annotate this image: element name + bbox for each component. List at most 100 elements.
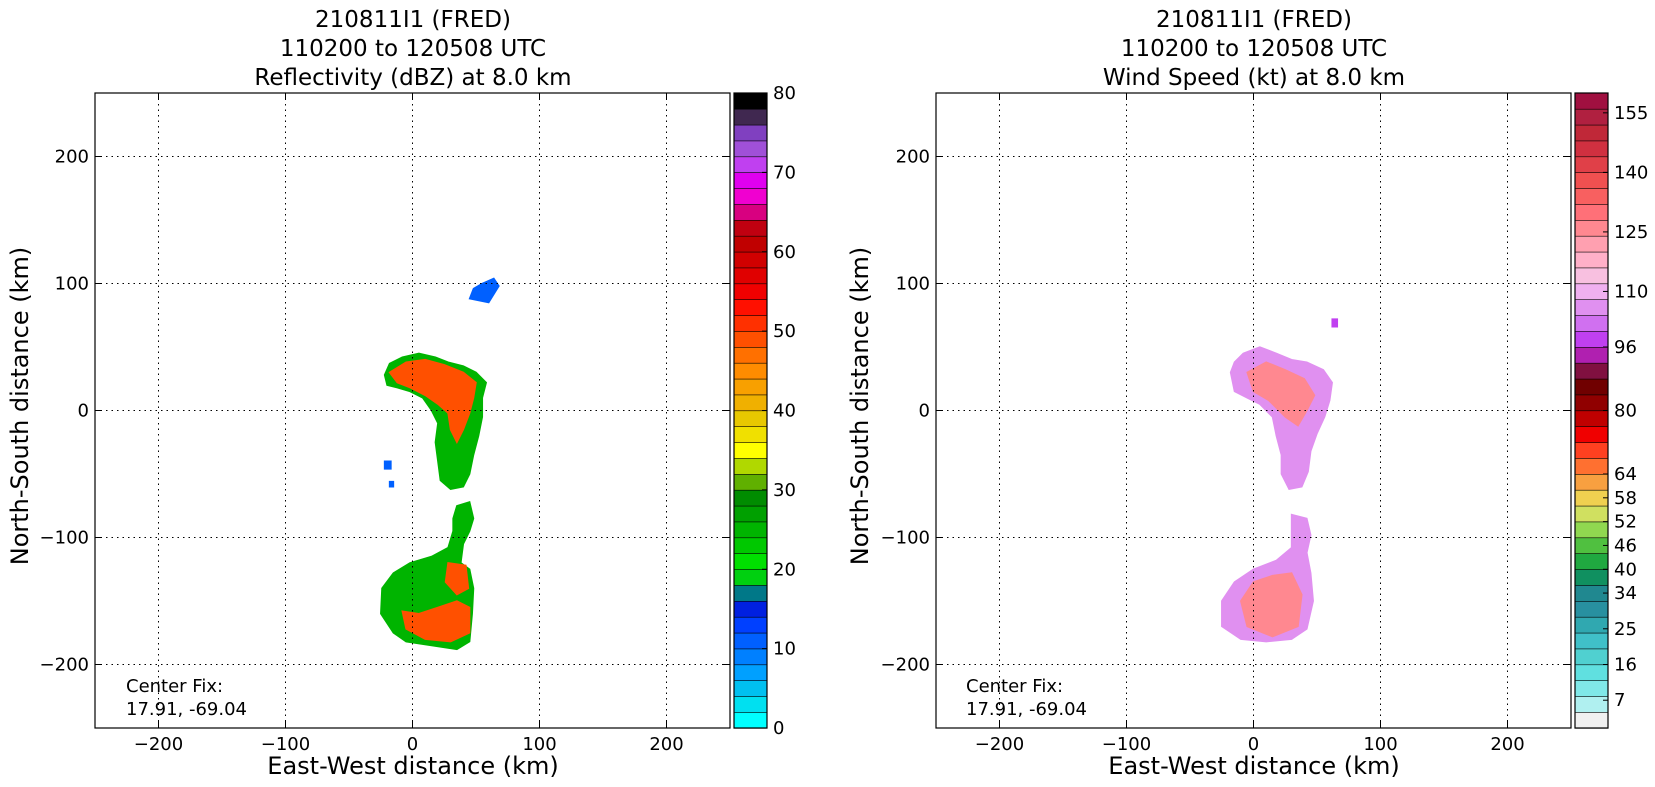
y-tick-label: −100 bbox=[881, 528, 930, 549]
colorbar-swatch bbox=[733, 664, 768, 681]
y-tick-label: −100 bbox=[40, 528, 89, 549]
colorbar-swatch bbox=[1574, 680, 1609, 697]
colorbar-tick-label: 155 bbox=[1614, 103, 1648, 124]
right-title-line-1: 210811I1 (FRED) bbox=[1156, 7, 1352, 33]
colorbar-swatch bbox=[733, 457, 768, 475]
echo-region-5 bbox=[444, 562, 470, 596]
colorbar-swatch bbox=[733, 346, 768, 364]
colorbar-swatch bbox=[733, 108, 768, 126]
left-title-line-1: 210811I1 (FRED) bbox=[315, 7, 511, 33]
colorbar-swatch bbox=[1574, 156, 1609, 173]
right-center-fix-value: 17.91, -69.04 bbox=[966, 699, 1087, 720]
colorbar-swatch bbox=[733, 394, 768, 412]
colorbar-swatch bbox=[1574, 664, 1609, 681]
x-tick-label: 0 bbox=[407, 734, 418, 755]
y-tick-label: 0 bbox=[78, 401, 89, 422]
colorbar-swatch bbox=[733, 600, 768, 618]
colorbar-tick-label: 40 bbox=[1614, 559, 1637, 580]
echo-region-6 bbox=[383, 460, 392, 470]
colorbar-swatch bbox=[1574, 203, 1609, 221]
colorbar-swatch bbox=[733, 489, 768, 507]
x-tick-label: −200 bbox=[134, 734, 183, 755]
colorbar-swatch bbox=[1574, 314, 1609, 332]
colorbar-tick-label: 46 bbox=[1614, 535, 1637, 556]
colorbar-tick-label: 25 bbox=[1614, 619, 1637, 640]
y-tick-label: 100 bbox=[896, 274, 930, 295]
colorbar-swatch bbox=[733, 362, 768, 380]
colorbar-swatch bbox=[733, 299, 768, 316]
colorbar-tick-label: 50 bbox=[773, 321, 796, 342]
wind-speed-panel: 210811I1 (FRED) 110200 to 120508 UTC Win… bbox=[846, 7, 1648, 780]
y-tick-label: 200 bbox=[55, 147, 89, 168]
right-y-axis-label: North-South distance (km) bbox=[846, 247, 874, 566]
colorbar-tick-label: 110 bbox=[1614, 281, 1648, 302]
right-center-fix-label: Center Fix: bbox=[966, 676, 1063, 697]
colorbar-tick-label: 30 bbox=[773, 480, 796, 501]
colorbar-swatch bbox=[733, 441, 768, 459]
colorbar-tick-label: 60 bbox=[773, 242, 796, 263]
colorbar-swatch bbox=[1574, 299, 1609, 316]
right-plot-area: −200 −100 0 100 200 −200 −100 0 100 200 bbox=[881, 92, 1572, 755]
colorbar-swatch bbox=[733, 648, 768, 666]
colorbar-swatch bbox=[733, 92, 768, 110]
colorbar-tick-label: 20 bbox=[773, 559, 796, 580]
colorbar-swatch bbox=[733, 426, 768, 443]
colorbar-swatch bbox=[1574, 124, 1609, 142]
left-x-axis-label: East-West distance (km) bbox=[267, 752, 558, 780]
echo-region-4 bbox=[401, 600, 471, 643]
colorbar-tick-label: 0 bbox=[773, 718, 784, 739]
colorbar-swatch bbox=[1574, 632, 1609, 650]
colorbar-swatch bbox=[733, 314, 768, 332]
echo-region-7 bbox=[388, 480, 395, 488]
colorbar-swatch bbox=[733, 584, 768, 602]
colorbar-swatch bbox=[1574, 695, 1609, 713]
colorbar-tick-label: 10 bbox=[773, 639, 796, 660]
colorbar-swatch bbox=[733, 330, 768, 348]
colorbar-swatch bbox=[733, 505, 768, 523]
colorbar-swatch bbox=[1574, 267, 1609, 285]
echo-region-2 bbox=[468, 277, 500, 304]
colorbar-swatch bbox=[1574, 648, 1609, 666]
colorbar-swatch bbox=[733, 537, 768, 554]
echo-region-1 bbox=[1246, 361, 1316, 427]
colorbar-swatch bbox=[1574, 235, 1609, 253]
colorbar-swatch bbox=[1574, 426, 1609, 443]
colorbar-swatch bbox=[1574, 394, 1609, 412]
x-tick-label: 200 bbox=[1490, 734, 1524, 755]
x-tick-label: −200 bbox=[975, 734, 1024, 755]
colorbar-swatch bbox=[733, 616, 768, 634]
x-tick-label: −100 bbox=[261, 734, 310, 755]
colorbar-swatch bbox=[1574, 346, 1609, 364]
echo-region-3 bbox=[1239, 572, 1303, 638]
colorbar-swatch bbox=[733, 235, 768, 253]
colorbar-swatch bbox=[1574, 330, 1609, 348]
colorbar-swatch bbox=[1574, 108, 1609, 126]
colorbar-swatch bbox=[733, 140, 768, 158]
right-title-line-3: Wind Speed (kt) at 8.0 km bbox=[1103, 65, 1405, 91]
echo-region-4 bbox=[1331, 318, 1339, 328]
colorbar-tick-label: 34 bbox=[1614, 583, 1637, 604]
colorbar-tick-label: 70 bbox=[773, 162, 796, 183]
colorbar-swatch bbox=[733, 473, 768, 491]
colorbar-swatch bbox=[1574, 378, 1609, 396]
colorbar-swatch bbox=[1574, 251, 1609, 269]
colorbar-tick-label: 140 bbox=[1614, 162, 1648, 183]
left-center-fix-value: 17.91, -69.04 bbox=[126, 699, 247, 720]
colorbar-tick-label: 80 bbox=[773, 83, 796, 104]
y-tick-label: 200 bbox=[896, 147, 930, 168]
x-tick-label: 100 bbox=[522, 734, 556, 755]
echo-region-1 bbox=[388, 358, 477, 444]
colorbar-swatch bbox=[1574, 521, 1609, 539]
colorbar-swatch bbox=[1574, 553, 1609, 570]
left-title-line-2: 110200 to 120508 UTC bbox=[280, 36, 546, 62]
colorbar-tick-label: 58 bbox=[1614, 488, 1637, 509]
colorbar-tick-label: 64 bbox=[1614, 464, 1637, 485]
colorbar-tick-label: 52 bbox=[1614, 512, 1637, 533]
reflectivity-panel: 210811I1 (FRED) 110200 to 120508 UTC Ref… bbox=[6, 7, 796, 780]
colorbar-swatch bbox=[1574, 187, 1609, 205]
colorbar-swatch bbox=[733, 124, 768, 142]
y-tick-label: −200 bbox=[881, 655, 930, 676]
left-title-line-3: Reflectivity (dBZ) at 8.0 km bbox=[254, 65, 571, 91]
colorbar-swatch bbox=[733, 219, 768, 237]
